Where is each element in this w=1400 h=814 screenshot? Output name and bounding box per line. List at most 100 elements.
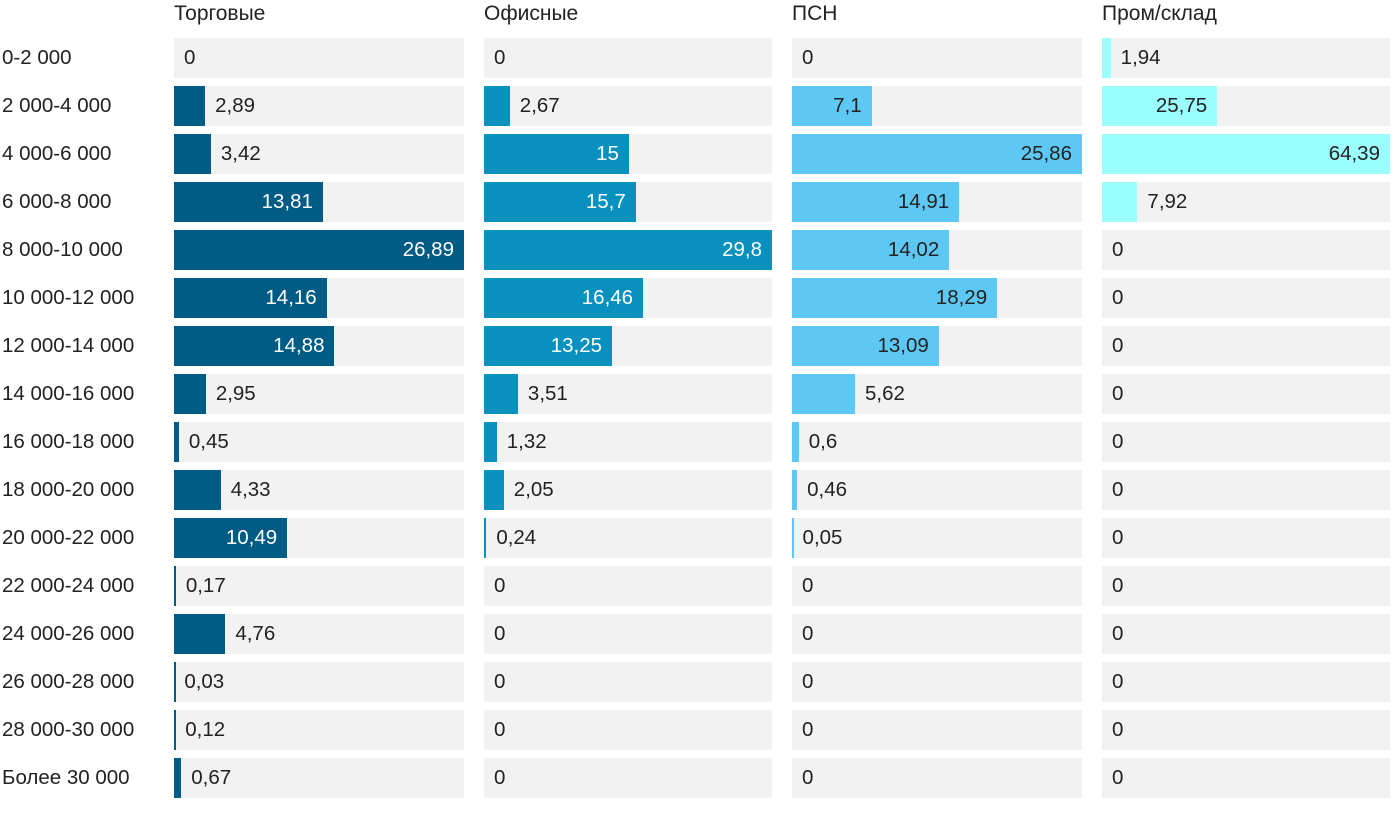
data-label: 2,89	[215, 94, 256, 117]
bar-track: 0	[792, 38, 1082, 78]
data-label: 0	[802, 622, 814, 645]
bar-track: 15	[484, 134, 772, 174]
bar	[792, 326, 939, 366]
data-label: 0	[494, 622, 506, 645]
bar-track: 0	[484, 614, 772, 654]
data-label: 0	[494, 670, 506, 693]
category-label: Более 30 000	[2, 766, 130, 789]
data-label: 13,81	[261, 190, 313, 213]
bar-track: 3,51	[484, 374, 772, 414]
data-label: 0	[1112, 382, 1124, 405]
data-label: 0,24	[496, 526, 537, 549]
bar-track: 0	[1102, 662, 1390, 702]
bar	[792, 470, 798, 510]
bar-track: 0,6	[792, 422, 1082, 462]
bar	[792, 230, 950, 270]
bar-track: 0	[484, 662, 772, 702]
bar-track: 0	[1102, 374, 1390, 414]
bar-track: 25,75	[1102, 86, 1390, 126]
bar	[484, 278, 644, 318]
data-label: 0	[1112, 526, 1124, 549]
bar-track: 64,39	[1102, 134, 1390, 174]
category-label: 12 000-14 000	[2, 334, 135, 357]
data-label: 0,6	[808, 430, 838, 453]
bar-track: 4,76	[174, 614, 464, 654]
data-label: 0,05	[802, 526, 843, 549]
data-label: 0	[494, 574, 506, 597]
bar-track: 0,45	[174, 422, 464, 462]
bar-track: 10,49	[174, 518, 464, 558]
data-label: 0	[1112, 334, 1124, 357]
data-label: 0	[1112, 478, 1124, 501]
bar-track: 0	[1102, 422, 1390, 462]
bar-track: 1,32	[484, 422, 772, 462]
bar-track: 0,12	[174, 710, 464, 750]
bar-track: 2,05	[484, 470, 772, 510]
bar	[484, 422, 497, 462]
bar-track: 13,25	[484, 326, 772, 366]
bar	[484, 134, 629, 174]
data-label: 0	[494, 718, 506, 741]
bar-track: 0	[484, 758, 772, 798]
bar	[174, 326, 335, 366]
data-label: 7,92	[1147, 190, 1188, 213]
bar	[174, 566, 176, 606]
category-label: 8 000-10 000	[2, 238, 123, 261]
data-label: 0	[1112, 574, 1124, 597]
bar-track: 0	[1102, 758, 1390, 798]
panel-title: Торговые	[174, 2, 266, 25]
bar-track: 0	[792, 758, 1082, 798]
bar-track: 2,89	[174, 86, 464, 126]
category-label: 6 000-8 000	[2, 190, 112, 213]
data-label: 25,75	[1155, 94, 1208, 117]
data-label: 0	[1112, 766, 1124, 789]
bar	[174, 230, 464, 270]
category-label: 18 000-20 000	[2, 478, 135, 501]
bar-track: 25,86	[792, 134, 1082, 174]
data-label: 1,94	[1120, 46, 1161, 69]
bar-track: 0,67	[174, 758, 464, 798]
data-label: 10,49	[225, 526, 278, 549]
category-label: 0-2 000	[2, 46, 72, 69]
data-label: 14,88	[273, 334, 325, 357]
bar-track: 5,62	[792, 374, 1082, 414]
bar-track: 0	[1102, 326, 1390, 366]
bar	[484, 326, 613, 366]
category-label: 10 000-12 000	[2, 286, 135, 309]
bar-track: 16,46	[484, 278, 772, 318]
data-label: 18,29	[935, 286, 988, 309]
bar-track: 18,29	[792, 278, 1082, 318]
bar	[484, 470, 504, 510]
panel-title: ПСН	[792, 2, 838, 25]
bar-track: 13,81	[174, 182, 464, 222]
bar-track: 0	[792, 710, 1082, 750]
bar-track: 0,17	[174, 566, 464, 606]
bar-track: 0	[792, 566, 1082, 606]
data-label: 14,02	[887, 238, 940, 261]
bar-track: 1,94	[1102, 38, 1390, 78]
bar-track: 2,95	[174, 374, 464, 414]
data-label: 2,67	[519, 94, 560, 117]
bar-track: 0	[1102, 614, 1390, 654]
data-label: 0,46	[807, 478, 848, 501]
bar	[174, 614, 226, 654]
bar-track: 0	[484, 710, 772, 750]
data-label: 3,51	[527, 382, 568, 405]
bar-track: 0	[174, 38, 464, 78]
data-label: 0	[802, 670, 814, 693]
panel-title: Офисные	[484, 2, 579, 25]
data-label: 0	[1112, 670, 1124, 693]
data-label: 0	[1112, 430, 1124, 453]
data-label: 64,39	[1328, 142, 1380, 165]
bar-track: 0	[1102, 566, 1390, 606]
data-label: 29,8	[722, 238, 762, 261]
bar	[174, 86, 206, 126]
data-label: 0,03	[184, 670, 225, 693]
data-label: 0	[1112, 286, 1124, 309]
category-label: 22 000-24 000	[2, 574, 135, 597]
data-label: 0,45	[188, 430, 229, 453]
bar-track: 0,03	[174, 662, 464, 702]
data-label: 0	[184, 46, 196, 69]
data-label: 0	[494, 46, 506, 69]
bar	[484, 182, 636, 222]
